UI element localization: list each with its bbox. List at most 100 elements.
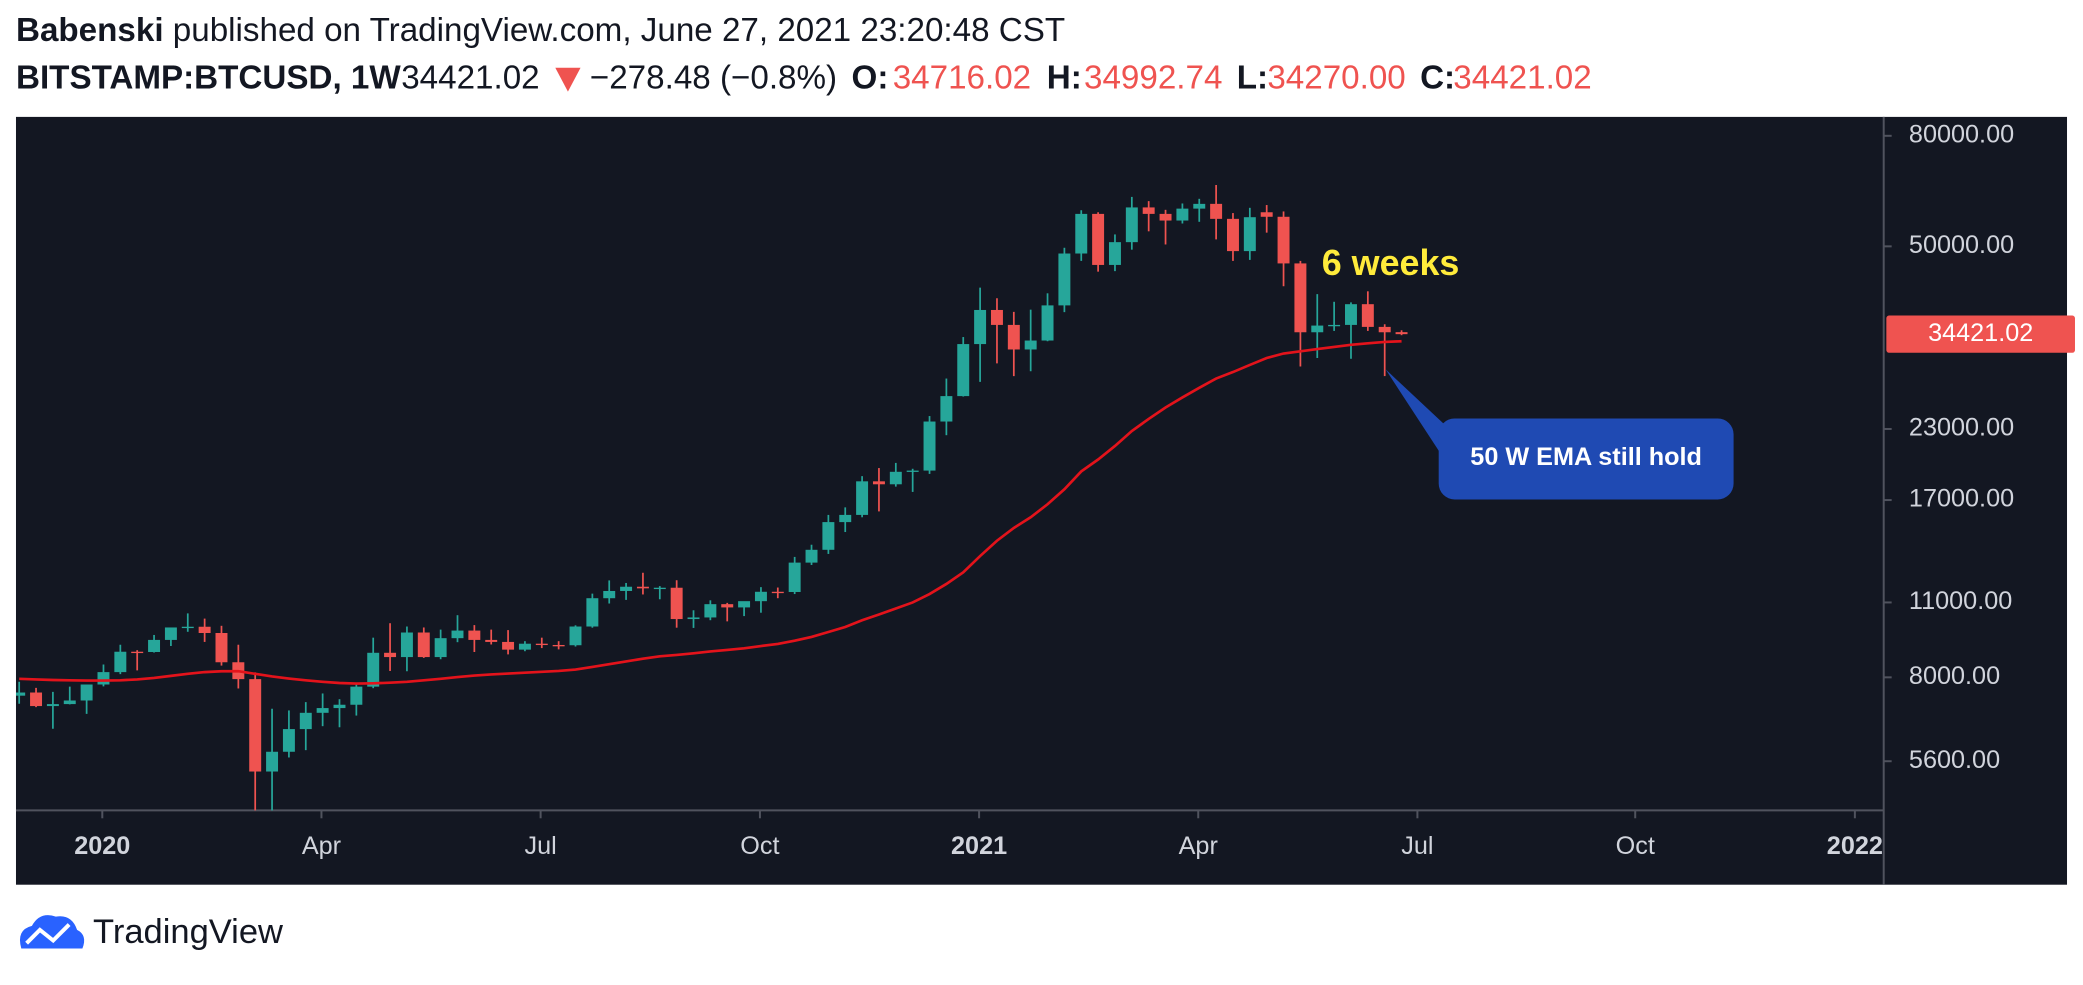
candle-body xyxy=(1345,304,1357,325)
callout-box xyxy=(1438,418,1734,500)
candle-body xyxy=(738,601,751,608)
candle-body xyxy=(1193,203,1206,209)
candle-body xyxy=(670,587,683,620)
candle-body xyxy=(1108,242,1121,265)
price-label: 34421.02 xyxy=(1928,319,2033,347)
ema-line xyxy=(19,339,1402,685)
candle-body xyxy=(215,632,228,663)
candle-body xyxy=(974,309,987,345)
candle-body xyxy=(839,514,852,523)
ohlc-value: 34716.02 xyxy=(893,59,1031,96)
candle-body xyxy=(1007,324,1020,350)
candle-body xyxy=(518,643,531,650)
author: Babenski xyxy=(16,12,164,49)
candle-body xyxy=(721,604,734,608)
candle-body xyxy=(97,672,110,685)
candle-body xyxy=(30,692,43,707)
candle-body xyxy=(535,643,548,646)
ohlc-value: 34992.74 xyxy=(1084,59,1222,96)
candle-body xyxy=(552,644,565,647)
ohlc-value: 34421.02 xyxy=(1453,59,1591,96)
ohlc-value: 34270.00 xyxy=(1267,59,1405,96)
candle-body xyxy=(1226,218,1239,252)
candle-body xyxy=(805,549,818,563)
candle-body xyxy=(1210,203,1223,219)
candle-body xyxy=(434,638,447,658)
candle-body xyxy=(80,684,93,701)
plot xyxy=(15,185,1408,811)
candle-body xyxy=(384,652,397,658)
candle-body xyxy=(1277,216,1290,264)
y-tick-label: 80000.00 xyxy=(1909,120,2014,148)
y-tick-label: 5600.00 xyxy=(1909,746,2000,774)
down-arrow xyxy=(555,67,581,92)
candle-body xyxy=(400,632,413,658)
candle-body xyxy=(1311,325,1324,333)
y-tick-label: 8000.00 xyxy=(1909,662,2000,690)
x-tick-label: Oct xyxy=(740,832,779,860)
change: −278.48 (−0.8%) xyxy=(590,59,837,96)
candle-body xyxy=(822,522,835,550)
candle-body xyxy=(704,604,717,618)
candle-body xyxy=(148,639,161,653)
y-tick-label: 11000.00 xyxy=(1909,587,2012,615)
candle-body xyxy=(46,704,59,707)
x-tick-label: Apr xyxy=(302,832,341,860)
candle-body xyxy=(569,626,582,646)
candle-body xyxy=(502,641,515,650)
candle-body xyxy=(771,591,784,594)
candle-body xyxy=(636,586,649,589)
candle-body xyxy=(653,587,666,590)
candle-body xyxy=(754,591,767,602)
candle-body xyxy=(249,679,262,772)
published: published on TradingView.com, June 27, 2… xyxy=(173,12,1065,49)
candle-body xyxy=(906,470,919,472)
candle-body xyxy=(114,651,127,673)
candle-body xyxy=(1125,207,1138,243)
x-tick-label: Oct xyxy=(1616,832,1655,860)
candle-body xyxy=(1075,213,1088,254)
ohlc-label: O: xyxy=(852,59,889,96)
candle-body xyxy=(333,704,346,709)
candle-body xyxy=(687,617,700,620)
header-line: Babenski published on TradingView.com, J… xyxy=(16,12,1065,49)
candle-body xyxy=(856,481,869,515)
y-tick-label: 23000.00 xyxy=(1909,414,2014,442)
logo xyxy=(19,915,85,949)
ohlc-label: L: xyxy=(1237,59,1268,96)
x-tick-label: Jul xyxy=(1401,832,1433,860)
callout-tail xyxy=(1385,369,1448,465)
y-tick-label: 17000.00 xyxy=(1909,485,2014,513)
annotation: 6 weeks xyxy=(1322,243,1460,283)
candle-body xyxy=(788,562,801,592)
candle-body xyxy=(485,639,498,642)
candle-body xyxy=(1378,326,1391,333)
ohlc-label: H: xyxy=(1047,59,1082,96)
candle-body xyxy=(923,421,936,471)
ohlc-label: C: xyxy=(1420,59,1455,96)
candle-body xyxy=(367,652,380,687)
candle-body xyxy=(872,481,885,485)
annotation: 50 W EMA still hold xyxy=(1470,443,1702,471)
symbol: BITSTAMP:BTCUSD, 1W xyxy=(16,59,401,96)
candle-body xyxy=(63,700,76,705)
candle-body xyxy=(957,344,970,397)
last-price: 34421.02 xyxy=(401,59,539,96)
candle-body xyxy=(620,586,633,591)
brand: TradingView xyxy=(93,913,284,951)
candle-body xyxy=(1058,253,1071,306)
candle-body xyxy=(1159,213,1172,221)
candle-body xyxy=(1142,207,1155,214)
candle-body xyxy=(1395,332,1408,335)
y-tick-label: 50000.00 xyxy=(1909,231,2014,259)
candle-body xyxy=(1328,324,1341,327)
candle-body xyxy=(350,686,363,705)
candle-body xyxy=(198,626,211,633)
candle-body xyxy=(316,708,329,713)
candle-body xyxy=(15,692,26,696)
candle-body xyxy=(282,729,295,752)
candle-body xyxy=(1024,340,1037,350)
candle-body xyxy=(603,590,616,599)
